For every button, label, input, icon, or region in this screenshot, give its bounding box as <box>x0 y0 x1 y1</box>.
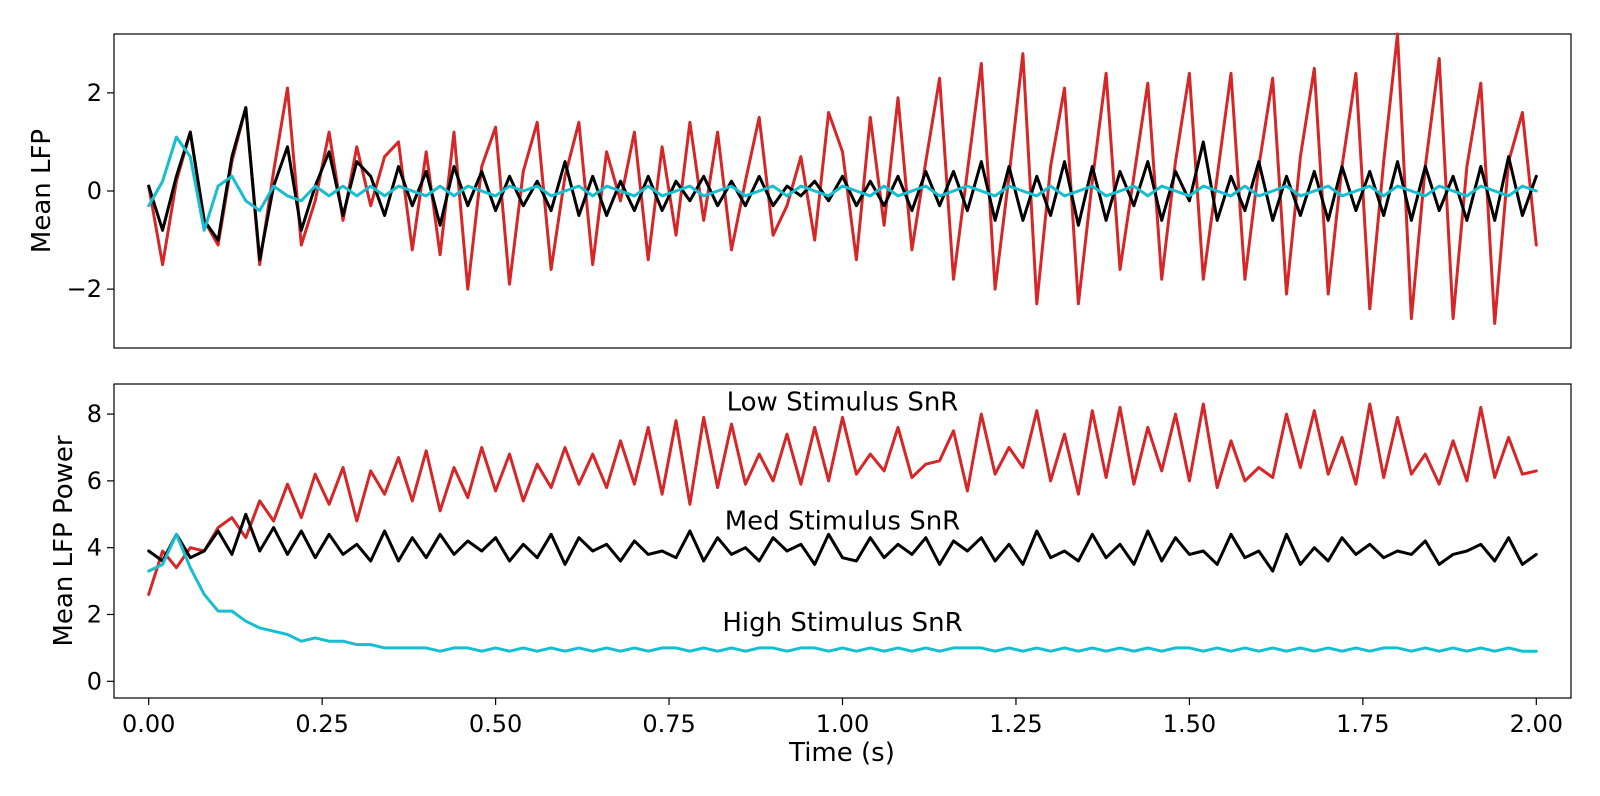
bottom-series-line-high <box>147 532 1538 653</box>
x-tick-label: 2.00 <box>1510 710 1563 738</box>
top-y-tick-label: 2 <box>87 79 102 107</box>
bottom-annotations: Low Stimulus SnR Med Stimulus SnR High Sti… <box>722 388 962 638</box>
bottom-y-tick-label: 2 <box>87 600 102 628</box>
top-series-line-med <box>147 106 1538 262</box>
bottom-y-tick-label: 4 <box>87 534 102 562</box>
x-tick-label: 0.00 <box>122 710 175 738</box>
bottom-y-tick-label: 6 <box>87 467 102 495</box>
series-annotation: Low Stimulus SnR <box>727 388 959 418</box>
bottom-series-line-low <box>147 402 1538 596</box>
series-annotation: High Stimulus SnR <box>722 608 962 638</box>
series-annotation: Med Stimulus SnR <box>725 506 961 536</box>
bottom-y-tick-label: 0 <box>87 667 102 695</box>
x-tick-label: 0.25 <box>295 710 348 738</box>
bottom-x-ticks: 0.00 0.25 0.50 0.75 1.00 1.25 1.50 1.75 2.00 <box>122 698 1563 738</box>
bottom-y-tick-label: 8 <box>87 400 102 428</box>
x-axis-label: Time (s) <box>788 738 895 768</box>
top-y-ticks: −2 0 2 <box>67 79 114 303</box>
bottom-series-line-med <box>147 512 1538 573</box>
top-y-tick-label: −2 <box>67 275 102 303</box>
bottom-panel: 0 2 4 6 8 0.00 0.25 0.50 0.75 1.00 1.25 1.50 1.75 2.… <box>49 383 1572 768</box>
top-series-line-high <box>147 135 1538 232</box>
x-tick-label: 1.50 <box>1163 710 1216 738</box>
top-series-line-low <box>147 32 1538 325</box>
bottom-series <box>147 402 1538 653</box>
x-tick-label: 1.25 <box>989 710 1042 738</box>
bottom-y-ticks: 0 2 4 6 8 <box>87 400 114 695</box>
x-tick-label: 0.50 <box>469 710 522 738</box>
top-y-axis-label: Mean LFP <box>27 129 57 253</box>
top-y-tick-label: 0 <box>87 177 102 205</box>
top-series <box>147 32 1538 325</box>
top-panel: −2 0 2 Mean LFP <box>27 32 1572 349</box>
x-tick-label: 0.75 <box>642 710 695 738</box>
bottom-y-axis-label: Mean LFP Power <box>49 435 79 646</box>
x-tick-label: 1.00 <box>816 710 869 738</box>
x-tick-label: 1.75 <box>1336 710 1389 738</box>
